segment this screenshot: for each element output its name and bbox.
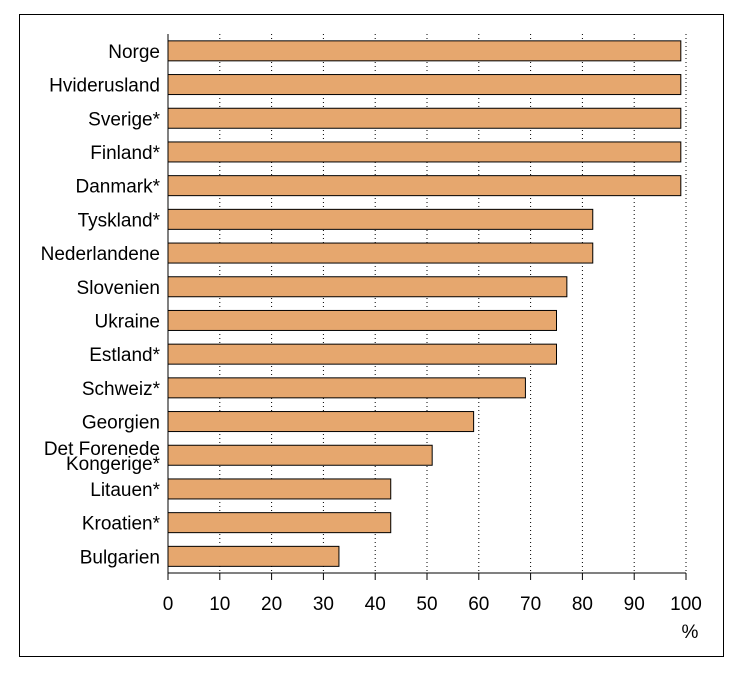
category-label-2: Sverige* — [88, 109, 160, 130]
category-labels: Norge Hviderusland Sverige* Finland* Danmark… — [41, 42, 161, 568]
bar-5 — [167, 208, 594, 230]
bar-12 — [167, 444, 433, 466]
category-label-11: Georgien — [82, 413, 160, 434]
category-label-9: Estland* — [89, 345, 160, 366]
bar-0 — [167, 40, 682, 62]
category-label-4: Danmark* — [76, 177, 161, 198]
x-tick-label-90: 90 — [624, 594, 645, 615]
bars — [167, 40, 682, 567]
category-label-3: Finland* — [90, 143, 160, 164]
category-label-15: Bulgarien — [80, 547, 160, 568]
category-label-0: Norge — [108, 42, 160, 63]
x-axis-unit-label: % — [682, 622, 699, 643]
bar-1 — [167, 74, 682, 96]
bar-6 — [167, 242, 594, 264]
x-tick-label-60: 60 — [468, 594, 489, 615]
bar-9 — [167, 343, 557, 365]
bar-4 — [167, 175, 682, 197]
x-tick-label-30: 30 — [313, 594, 334, 615]
x-tick-label-70: 70 — [520, 594, 541, 615]
bar-10 — [167, 377, 526, 399]
bar-15 — [167, 545, 340, 567]
x-axis: 0 10 20 30 40 50 60 70 80 90 100 — [163, 34, 702, 615]
bar-7 — [167, 276, 568, 298]
x-tick-label-80: 80 — [572, 594, 593, 615]
category-label-14: Kroatien* — [82, 514, 161, 535]
x-tick-label-40: 40 — [365, 594, 386, 615]
bar-3 — [167, 141, 682, 163]
category-label-1: Hviderusland — [49, 76, 160, 97]
x-tick-label-10: 10 — [209, 594, 230, 615]
bar-14 — [167, 512, 392, 534]
bar-2 — [167, 107, 682, 129]
x-tick-label-20: 20 — [261, 594, 282, 615]
category-label-7: Slovenien — [77, 278, 160, 299]
bar-11 — [167, 411, 475, 433]
bar-13 — [167, 478, 392, 500]
category-label-8: Ukraine — [95, 311, 160, 332]
category-label-6: Nederlandene — [41, 244, 160, 265]
category-label-10: Schweiz* — [82, 379, 161, 400]
x-tick-label-0: 0 — [163, 594, 174, 615]
x-tick-label-50: 50 — [416, 594, 437, 615]
category-label-5: Tyskland* — [78, 210, 161, 231]
category-label-13: Litauen* — [90, 480, 160, 501]
category-label-12: Det Forenede Kongerige* — [44, 439, 161, 475]
bar-8 — [167, 309, 557, 331]
x-tick-label-100: 100 — [670, 594, 702, 615]
